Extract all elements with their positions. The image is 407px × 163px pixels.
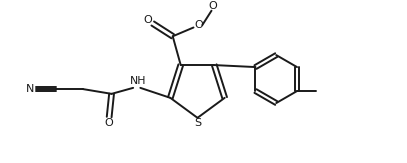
Text: O: O <box>209 0 217 11</box>
Text: S: S <box>194 118 201 128</box>
Text: O: O <box>105 118 114 128</box>
Text: O: O <box>194 20 203 30</box>
Text: N: N <box>26 84 34 94</box>
Text: O: O <box>143 15 152 25</box>
Text: NH: NH <box>130 76 146 86</box>
